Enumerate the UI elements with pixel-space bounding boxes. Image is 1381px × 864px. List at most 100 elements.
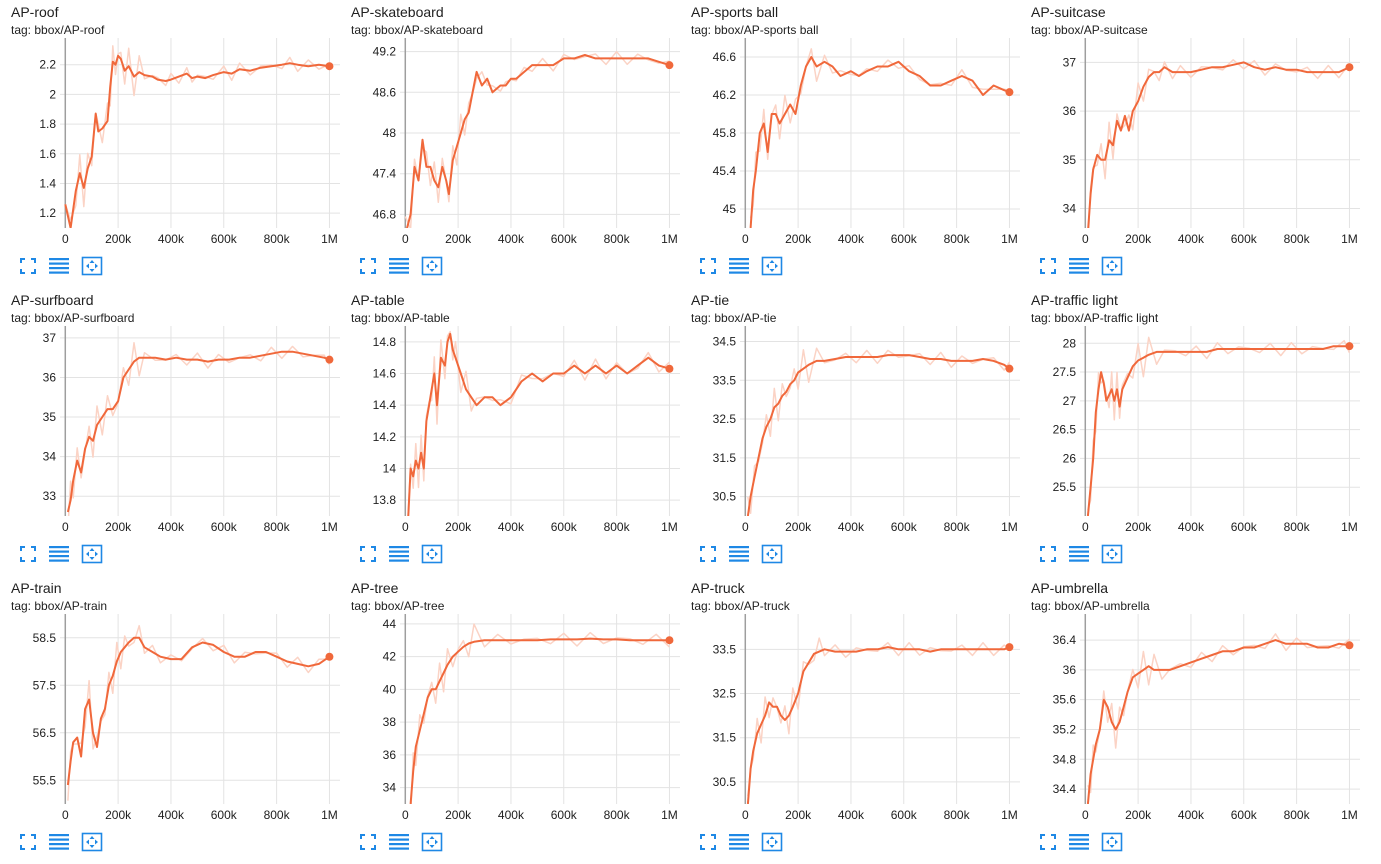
list-lines-icon bbox=[389, 258, 409, 274]
fullscreen-icon bbox=[1040, 834, 1056, 850]
toggle-log-scale-button[interactable] bbox=[1068, 832, 1090, 852]
y-tick-label: 36 bbox=[383, 748, 397, 762]
line-chart[interactable]: 1.2 1.4 1.6 1.8 2 2.2 0 200k 400k 600k 800k 1M bbox=[0, 38, 340, 250]
line-chart[interactable]: 33 34 35 36 37 0 200k 400k 600k 800k 1M bbox=[0, 326, 340, 538]
y-tick-label: 37 bbox=[43, 331, 57, 345]
x-tick-label: 400k bbox=[158, 232, 185, 246]
line-chart[interactable]: 34 35 36 37 0 200k 400k 600k 800k 1M bbox=[1020, 38, 1360, 250]
y-tick-label: 2.2 bbox=[39, 58, 56, 72]
fullscreen-button[interactable] bbox=[698, 832, 718, 852]
y-tick-label: 35.2 bbox=[1053, 722, 1077, 736]
line-chart[interactable]: 45 45.4 45.8 46.2 46.6 0 200k 400k 600k 800k 1M bbox=[680, 38, 1020, 250]
chart-tag: tag: bbox/AP-roof bbox=[11, 23, 105, 37]
fit-domain-button[interactable] bbox=[761, 256, 783, 276]
x-tick-label: 800k bbox=[944, 520, 971, 534]
chart-toolbar bbox=[358, 544, 458, 564]
chart-title: AP-skateboard bbox=[351, 4, 444, 20]
fullscreen-icon bbox=[1040, 546, 1056, 562]
raw-series-line bbox=[67, 624, 330, 801]
chart-card: AP-roof tag: bbox/AP-roof 1.2 1.4 1.6 1.8 2 2.2… bbox=[0, 0, 340, 288]
x-tick-label: 1M bbox=[661, 520, 678, 534]
fullscreen-button[interactable] bbox=[698, 256, 718, 276]
chart-title: AP-train bbox=[11, 580, 62, 596]
toggle-log-scale-button[interactable] bbox=[1068, 256, 1090, 276]
line-chart[interactable]: 46.8 47.4 48 48.6 49.2 0 200k 400k 600k 800k 1M bbox=[340, 38, 680, 250]
fit-domain-button[interactable] bbox=[81, 544, 103, 564]
chart-toolbar bbox=[18, 544, 118, 564]
fullscreen-button[interactable] bbox=[18, 832, 38, 852]
toggle-log-scale-button[interactable] bbox=[48, 256, 70, 276]
fit-domain-button[interactable] bbox=[761, 832, 783, 852]
x-tick-label: 0 bbox=[1082, 808, 1089, 822]
x-tick-label: 400k bbox=[158, 808, 185, 822]
line-chart[interactable]: 34 36 38 40 42 44 0 200k 400k 600k 800k 1M bbox=[340, 614, 680, 826]
line-chart[interactable]: 30.5 31.5 32.5 33.5 34.5 0 200k 400k 600k 800k 1M bbox=[680, 326, 1020, 538]
fullscreen-icon bbox=[1040, 258, 1056, 274]
toggle-log-scale-button[interactable] bbox=[1068, 544, 1090, 564]
toggle-log-scale-button[interactable] bbox=[48, 832, 70, 852]
fullscreen-button[interactable] bbox=[18, 544, 38, 564]
x-tick-label: 0 bbox=[742, 808, 749, 822]
fit-domain-button[interactable] bbox=[421, 256, 443, 276]
x-tick-label: 800k bbox=[1284, 808, 1311, 822]
y-tick-label: 49.2 bbox=[373, 45, 397, 59]
line-chart[interactable]: 25.5 26 26.5 27 27.5 28 0 200k 400k 600k 800k 1M bbox=[1020, 326, 1360, 538]
fullscreen-button[interactable] bbox=[358, 256, 378, 276]
raw-series-line bbox=[64, 45, 330, 221]
fullscreen-icon bbox=[360, 258, 376, 274]
fit-domain-button[interactable] bbox=[421, 544, 443, 564]
fit-domain-button[interactable] bbox=[1101, 544, 1123, 564]
y-tick-label: 55.5 bbox=[33, 773, 57, 787]
toggle-log-scale-button[interactable] bbox=[728, 256, 750, 276]
fit-domain-button[interactable] bbox=[421, 832, 443, 852]
y-tick-label: 48.6 bbox=[373, 85, 397, 99]
fullscreen-icon bbox=[700, 546, 716, 562]
fullscreen-button[interactable] bbox=[1038, 256, 1058, 276]
fullscreen-button[interactable] bbox=[358, 832, 378, 852]
fullscreen-button[interactable] bbox=[1038, 832, 1058, 852]
fit-domain-button[interactable] bbox=[81, 832, 103, 852]
fullscreen-button[interactable] bbox=[358, 544, 378, 564]
line-chart[interactable]: 55.5 56.5 57.5 58.5 0 200k 400k 600k 800k 1M bbox=[0, 614, 340, 826]
toggle-log-scale-button[interactable] bbox=[388, 544, 410, 564]
x-tick-label: 200k bbox=[1125, 520, 1152, 534]
x-tick-label: 400k bbox=[838, 232, 865, 246]
fit-domain-button[interactable] bbox=[81, 256, 103, 276]
x-tick-label: 400k bbox=[498, 808, 525, 822]
fullscreen-button[interactable] bbox=[1038, 544, 1058, 564]
fit-domain-button[interactable] bbox=[1101, 832, 1123, 852]
fit-domain-button[interactable] bbox=[761, 544, 783, 564]
x-tick-label: 1M bbox=[1001, 232, 1018, 246]
last-value-point bbox=[665, 61, 674, 70]
list-lines-icon bbox=[1069, 258, 1089, 274]
fit-domain-icon bbox=[1101, 832, 1123, 852]
toggle-log-scale-button[interactable] bbox=[388, 256, 410, 276]
toggle-log-scale-button[interactable] bbox=[728, 544, 750, 564]
raw-series-line bbox=[747, 347, 1011, 515]
last-value-point bbox=[1005, 364, 1014, 373]
y-tick-label: 46.6 bbox=[713, 50, 737, 64]
fullscreen-button[interactable] bbox=[18, 256, 38, 276]
y-tick-label: 1.8 bbox=[39, 117, 56, 131]
y-tick-label: 46.2 bbox=[713, 88, 737, 102]
line-chart[interactable]: 34.4 34.8 35.2 35.6 36 36.4 0 200k 400k 600k 800k 1… bbox=[1020, 614, 1360, 826]
x-tick-label: 0 bbox=[742, 232, 749, 246]
y-tick-label: 34 bbox=[1063, 202, 1077, 216]
raw-series-line bbox=[749, 48, 1010, 219]
chart-card: AP-table tag: bbox/AP-table 13.8 14 14.2 14.4… bbox=[340, 288, 680, 576]
list-lines-icon bbox=[729, 834, 749, 850]
fullscreen-button[interactable] bbox=[698, 544, 718, 564]
list-lines-icon bbox=[729, 546, 749, 562]
line-chart[interactable]: 30.5 31.5 32.5 33.5 0 200k 400k 600k 800k 1M bbox=[680, 614, 1020, 826]
fit-domain-button[interactable] bbox=[1101, 256, 1123, 276]
x-tick-label: 400k bbox=[1178, 520, 1205, 534]
toggle-log-scale-button[interactable] bbox=[388, 832, 410, 852]
y-tick-label: 45 bbox=[723, 202, 737, 216]
smoothed-series-line bbox=[746, 646, 1010, 804]
y-tick-label: 35 bbox=[43, 410, 57, 424]
toggle-log-scale-button[interactable] bbox=[728, 832, 750, 852]
fullscreen-icon bbox=[20, 834, 36, 850]
y-tick-label: 26 bbox=[1063, 451, 1077, 465]
line-chart[interactable]: 13.8 14 14.2 14.4 14.6 14.8 0 200k 400k 600k 800k 1… bbox=[340, 326, 680, 538]
toggle-log-scale-button[interactable] bbox=[48, 544, 70, 564]
